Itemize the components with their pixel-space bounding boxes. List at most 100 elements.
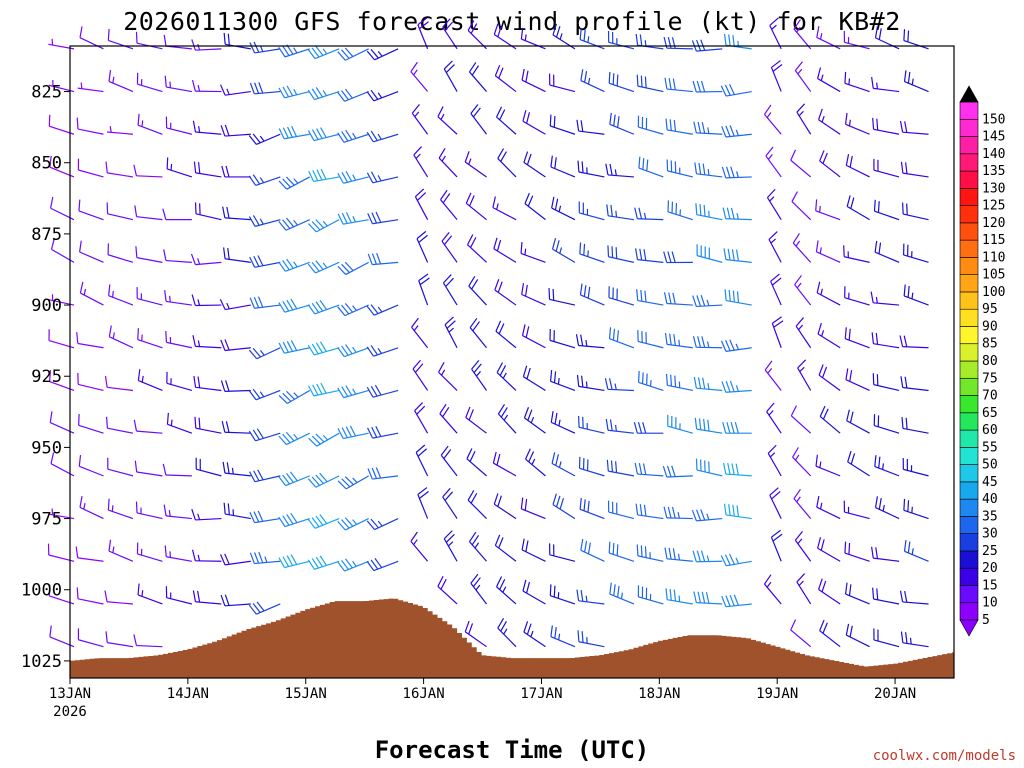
barb-feather xyxy=(494,64,501,76)
barb-half-feather xyxy=(414,111,420,118)
barb-half-feather xyxy=(677,512,680,519)
barb-feather xyxy=(438,148,446,159)
barb-feather xyxy=(700,80,706,93)
barb-feather xyxy=(870,291,874,303)
barb-feather xyxy=(315,474,324,484)
colorbar-segment xyxy=(959,464,979,483)
barb-feather xyxy=(337,521,346,531)
wind-barb xyxy=(107,498,134,520)
barb-feather xyxy=(249,42,256,54)
barb-feather xyxy=(523,151,529,163)
barb-half-feather xyxy=(293,178,299,184)
barb-feather xyxy=(609,163,613,176)
barb-feather xyxy=(108,70,112,82)
barb-feather xyxy=(610,460,614,472)
barb-half-feather xyxy=(559,33,563,40)
colorbar-tick-label: 85 xyxy=(982,337,998,352)
barb-shaft xyxy=(254,261,281,268)
barb-shaft xyxy=(343,133,369,143)
barb-feather xyxy=(521,283,525,295)
barb-feather xyxy=(523,407,530,419)
barb-feather xyxy=(707,419,710,432)
barb-shaft xyxy=(343,432,369,440)
barb-feather xyxy=(671,251,676,263)
barb-feather xyxy=(499,579,506,590)
wind-barb xyxy=(664,332,693,349)
barb-feather xyxy=(315,260,324,270)
barb-shaft xyxy=(638,381,664,392)
wind-barb xyxy=(466,448,487,477)
barb-feather xyxy=(285,390,295,400)
colorbar-segment xyxy=(959,447,979,465)
barb-feather xyxy=(520,27,524,40)
wind-barb xyxy=(770,529,783,562)
wind-barb xyxy=(442,487,458,519)
barb-half-feather xyxy=(819,33,823,40)
plot-area xyxy=(47,17,955,679)
barb-shaft xyxy=(468,285,487,306)
barb-shaft xyxy=(874,251,900,263)
barb-feather xyxy=(286,473,294,483)
barb-feather xyxy=(610,205,613,217)
barb-feather xyxy=(307,478,317,488)
barb-shaft xyxy=(470,113,488,135)
barb-feather xyxy=(845,154,850,166)
wind-barb xyxy=(337,303,369,317)
barb-feather xyxy=(525,448,531,460)
barb-feather xyxy=(692,550,697,562)
colorbar-tick-label: 40 xyxy=(982,492,998,507)
barb-shaft xyxy=(284,347,310,354)
barb-feather xyxy=(194,416,197,429)
barb-feather xyxy=(494,279,500,291)
barb-feather xyxy=(196,590,201,603)
wind-barb xyxy=(723,248,752,263)
barb-feather xyxy=(665,118,668,131)
barb-feather xyxy=(692,295,697,307)
barb-feather xyxy=(416,192,427,201)
barb-shaft xyxy=(372,475,399,480)
barb-half-feather xyxy=(767,154,773,160)
barb-shaft xyxy=(254,48,281,54)
barb-shaft xyxy=(106,601,133,605)
barb-feather xyxy=(583,29,586,42)
barb-feather xyxy=(822,152,828,164)
y-tick-label: 1025 xyxy=(21,652,62,672)
barb-feather xyxy=(903,284,906,297)
barb-feather xyxy=(770,273,780,282)
barb-shaft xyxy=(345,518,369,531)
barb-feather xyxy=(224,553,230,565)
barb-feather xyxy=(468,409,474,421)
barb-shaft xyxy=(284,518,310,528)
barb-shaft xyxy=(549,554,576,562)
barb-shaft xyxy=(107,468,134,477)
barb-feather xyxy=(700,550,706,562)
barb-feather xyxy=(792,447,799,458)
barb-half-feather xyxy=(293,47,298,54)
barb-half-feather xyxy=(377,306,383,313)
wind-barb xyxy=(551,238,576,263)
wind-barb xyxy=(108,284,134,306)
colorbar-segment xyxy=(959,118,979,137)
barb-feather xyxy=(903,498,906,511)
colorbar-segment xyxy=(959,498,979,517)
barb-feather xyxy=(290,554,298,565)
barb-shaft xyxy=(667,599,693,605)
wind-barb xyxy=(609,582,635,605)
y-tick-label: 975 xyxy=(31,510,62,530)
barb-half-feather xyxy=(259,349,265,356)
barb-shaft xyxy=(444,324,458,349)
barb-feather xyxy=(579,283,583,295)
barb-half-feather xyxy=(524,34,527,41)
barb-feather xyxy=(254,552,260,564)
barb-feather xyxy=(905,162,908,174)
barb-feather xyxy=(319,514,328,524)
barb-half-feather xyxy=(293,433,299,440)
wind-barb xyxy=(278,126,310,140)
wind-barb xyxy=(77,82,104,93)
barb-half-feather xyxy=(352,174,357,181)
wind-barb xyxy=(278,512,310,528)
barb-feather xyxy=(337,51,346,61)
barb-half-feather xyxy=(170,419,173,426)
barb-feather xyxy=(473,363,482,373)
barb-feather xyxy=(693,591,697,603)
